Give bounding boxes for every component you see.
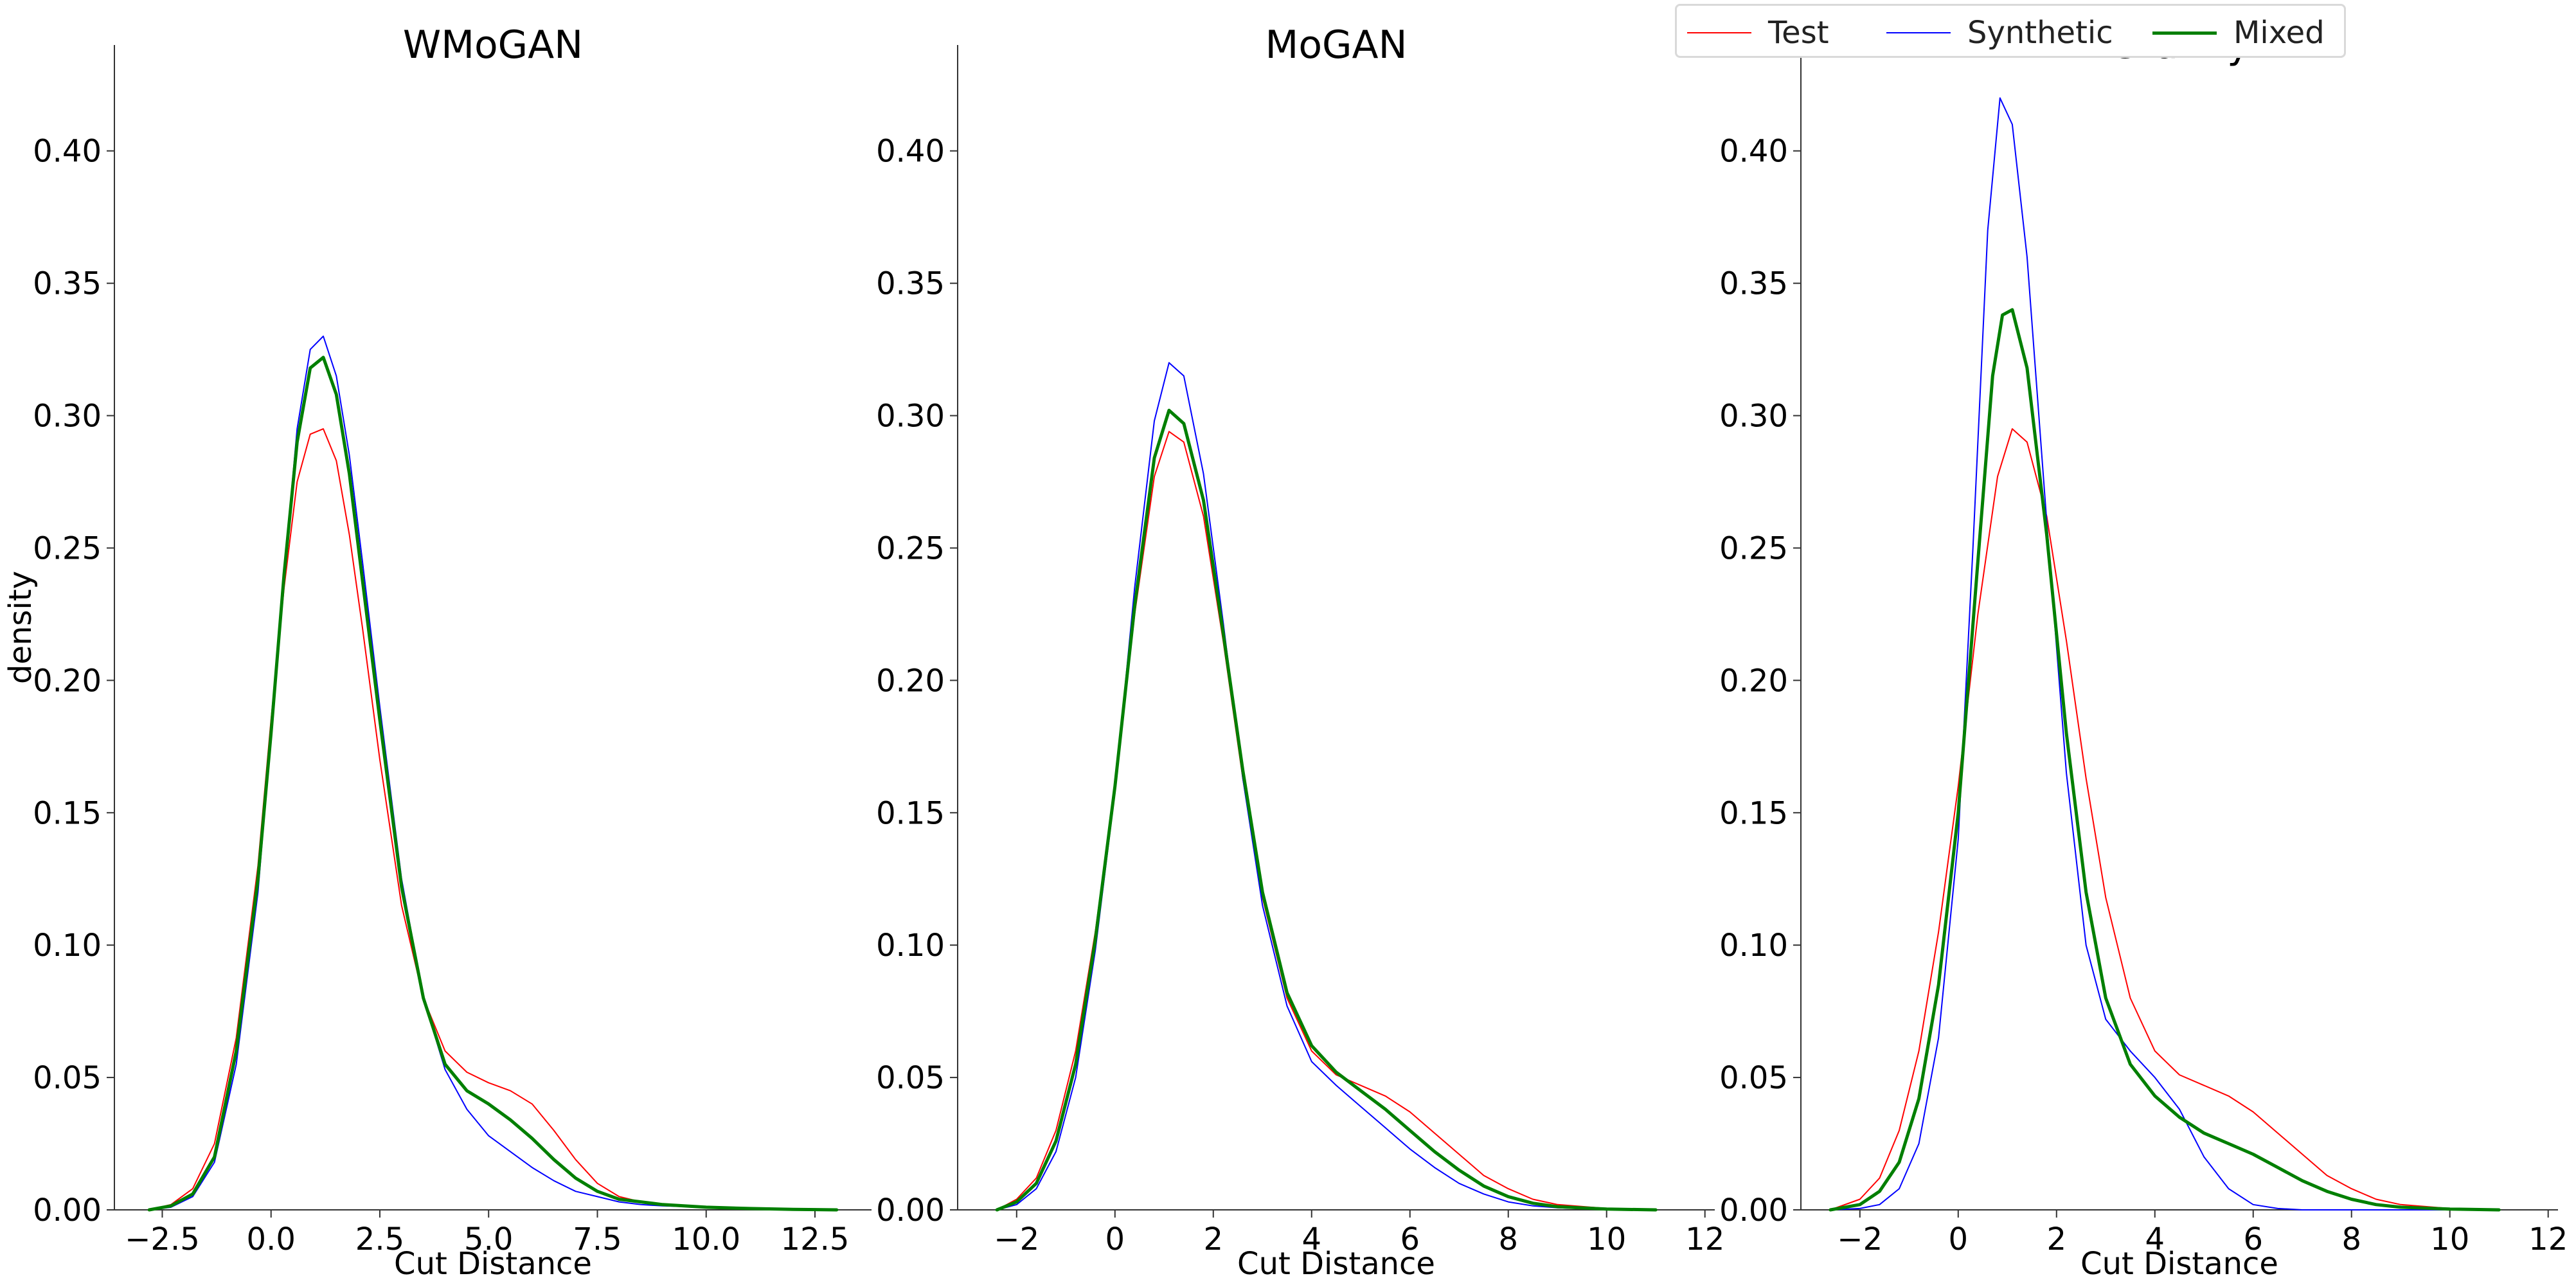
y-tick-label: 0.20 (1719, 663, 1788, 699)
y-tick-label: 0.30 (33, 399, 102, 435)
y-tick-label: 0.10 (33, 928, 102, 964)
x-tick-label: 8 (2341, 1221, 2361, 1257)
y-tick-label: 0.10 (876, 928, 945, 964)
x-tick-label: 0 (1105, 1221, 1125, 1257)
y-tick-label: 0.05 (1719, 1060, 1788, 1096)
y-tick-label: 0.20 (876, 663, 945, 699)
y-tick-label: 0.00 (33, 1192, 102, 1228)
y-tick-label: 0.35 (876, 266, 945, 302)
series-line-mixed (995, 408, 1658, 1212)
series-line-test (996, 431, 1657, 1210)
y-tick-label: 0.15 (1719, 795, 1788, 831)
panel-title: MoGAN (1266, 22, 1408, 68)
series-line-mixed (147, 356, 839, 1212)
x-tick-label: 0.0 (247, 1221, 296, 1257)
x-tick-label: 5.0 (464, 1221, 513, 1257)
x-tick-label: 12 (2528, 1221, 2568, 1257)
x-tick-label: 7.5 (573, 1221, 622, 1257)
y-tick-label: 0.25 (33, 530, 102, 566)
series-line-synthetic (1829, 97, 2500, 1210)
y-tick-label: 0.05 (33, 1060, 102, 1096)
y-axis-label: density (3, 571, 39, 684)
x-axis-label: Cut Distance (2080, 1246, 2278, 1282)
x-tick-label: 0 (1949, 1221, 1969, 1257)
series-line-synthetic (996, 362, 1657, 1210)
x-tick-label: 4 (2145, 1221, 2165, 1257)
panel-wmogan: 0.00 0.05 0.10 0.15 0.20 0.25 0.30 0.35 0.40 −2.5… (3, 22, 872, 1282)
panel-gravity: 0.00 0.05 0.10 0.15 0.20 0.25 0.30 0.35 0.40 −2 0 2… (1719, 22, 2568, 1282)
y-tick-label: 0.05 (876, 1060, 945, 1096)
y-tick-label: 0.15 (33, 795, 102, 831)
panel-title: WMoGAN (403, 22, 583, 68)
y-tick-label: 0.35 (33, 266, 102, 302)
y-tick-label: 0.25 (876, 530, 945, 566)
x-tick-label: 12.5 (781, 1221, 850, 1257)
y-tick-label: 0.40 (876, 134, 945, 170)
x-tick-label: 2 (1203, 1221, 1223, 1257)
panel-mogan: 0.00 0.05 0.10 0.15 0.20 0.25 0.30 0.35 0.40 −2 0 2… (876, 22, 1724, 1282)
legend-label-synthetic: Synthetic (1967, 15, 2113, 51)
x-tick-label: 6 (2243, 1221, 2263, 1257)
y-tick-label: 0.40 (1719, 134, 1788, 170)
y-tick-label: 0.10 (1719, 928, 1788, 964)
x-axis-label: Cut Distance (1237, 1246, 1435, 1282)
y-tick-label: 0.25 (1719, 530, 1788, 566)
y-tick-label: 0.40 (33, 134, 102, 170)
x-tick-label: 10 (1587, 1221, 1626, 1257)
x-tick-label: 8 (1498, 1221, 1518, 1257)
x-axis-label: Cut Distance (394, 1246, 592, 1282)
legend-item-test: Test (1687, 6, 1829, 60)
y-tick-label: 0.00 (876, 1192, 945, 1228)
legend-swatch-synthetic (1886, 32, 1951, 33)
x-tick-label: −2.5 (125, 1221, 200, 1257)
legend-swatch-test (1687, 32, 1751, 33)
x-tick-label: 12 (1685, 1221, 1724, 1257)
x-tick-label: 2 (2046, 1221, 2066, 1257)
legend-item-synthetic: Synthetic (1886, 6, 2113, 60)
x-tick-label: 6 (1400, 1221, 1420, 1257)
x-tick-label: −2 (1837, 1221, 1883, 1257)
legend: Test Synthetic Mixed (1675, 4, 2346, 58)
y-tick-label: 0.30 (1719, 399, 1788, 435)
y-tick-label: 0.30 (876, 399, 945, 435)
series-line-test (1829, 428, 2500, 1210)
legend-item-mixed: Mixed (2152, 6, 2325, 60)
series-line-test (148, 428, 837, 1210)
x-tick-label: 10.0 (672, 1221, 740, 1257)
legend-swatch-mixed (2152, 31, 2217, 35)
y-tick-label: 0.15 (876, 795, 945, 831)
x-tick-label: 4 (1301, 1221, 1321, 1257)
y-tick-label: 0.00 (1719, 1192, 1788, 1228)
y-tick-label: 0.20 (33, 663, 102, 699)
legend-label-mixed: Mixed (2233, 15, 2325, 51)
y-tick-label: 0.35 (1719, 266, 1788, 302)
x-tick-label: −2 (994, 1221, 1039, 1257)
x-tick-label: 2.5 (355, 1221, 404, 1257)
legend-label-test: Test (1768, 15, 1829, 51)
series-line-mixed (1829, 308, 2501, 1212)
series-line-synthetic (148, 336, 837, 1210)
x-tick-label: 10 (2430, 1221, 2469, 1257)
